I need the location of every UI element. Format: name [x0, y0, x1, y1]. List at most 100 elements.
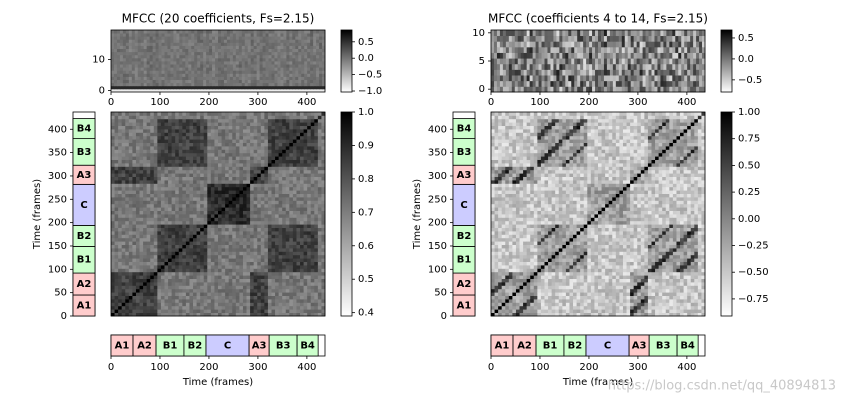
ssm-pixel [193, 194, 197, 198]
ssm-pixel [150, 231, 154, 235]
ssm-pixel [211, 204, 215, 208]
ssm-pixel [115, 279, 119, 283]
ssm-pixel [279, 262, 283, 266]
mfcc-pixel [150, 49, 153, 53]
mfcc-pixel [144, 61, 147, 65]
ssm-pixel [150, 238, 154, 242]
ssm-pixel [229, 258, 233, 262]
ssm-pixel [239, 299, 243, 303]
ssm-pixel [129, 166, 133, 170]
ssm-pixel [179, 251, 183, 255]
mfcc-pixel [289, 30, 292, 34]
ssm-pixel [118, 197, 122, 201]
mfcc-pixel [162, 67, 165, 71]
ssm-pixel [129, 299, 133, 303]
mfcc-pixel [182, 49, 185, 53]
mfcc-pixel [307, 64, 310, 68]
ssm-pixel [207, 207, 211, 211]
ssm-pixel [236, 275, 240, 279]
ssm-pixel [243, 292, 247, 296]
mfcc-pixel [266, 77, 269, 81]
ssm-pixel [204, 163, 208, 167]
ssm-pixel [268, 265, 272, 269]
ssm-pixel [282, 160, 286, 164]
ssm-pixel [229, 156, 233, 160]
mfcc-pixel [245, 80, 248, 84]
ssm-pixel [268, 122, 272, 126]
ssm-pixel [161, 234, 165, 238]
ssm-pixel [193, 122, 197, 126]
ssm-pixel [314, 272, 318, 276]
mfcc-pixel [153, 39, 156, 43]
ssm-pixel [179, 156, 183, 160]
mfcc-pixel [313, 77, 316, 81]
ssm-pixel [132, 299, 136, 303]
ssm-pixel [193, 221, 197, 225]
mfcc-pixel [283, 80, 286, 84]
mfcc-pixel [209, 61, 212, 65]
ssm-pixel [243, 268, 247, 272]
ssm-pixel [200, 265, 204, 269]
mfcc-pixel [135, 30, 138, 34]
ssm-pixel [264, 258, 268, 262]
mfcc-pixel [215, 36, 218, 40]
ssm-pixel [275, 296, 279, 300]
mfcc-pixel [126, 30, 129, 34]
ssm-pixel [179, 129, 183, 133]
ssm-pixel [165, 221, 169, 225]
mfcc-pixel [129, 73, 132, 77]
ssm-pixel [157, 112, 161, 116]
ssm-pixel [154, 129, 158, 133]
ssm-pixel [193, 217, 197, 221]
ssm-pixel [296, 275, 300, 279]
ssm-pixel [279, 166, 283, 170]
mfcc-pixel [185, 64, 188, 68]
ssm-pixel [132, 170, 136, 174]
mfcc-pixel [301, 52, 304, 56]
mfcc-pixel [209, 30, 212, 34]
mfcc-pixel [236, 73, 239, 77]
ssm-pixel [232, 302, 236, 306]
mfcc-pixel [194, 36, 197, 40]
ssm-pixel [115, 160, 119, 164]
mfcc-pixel [215, 80, 218, 84]
ssm-pixel [268, 139, 272, 143]
ssm-pixel [129, 258, 133, 262]
ssm-pixel [150, 262, 154, 266]
mfcc-pixel [319, 64, 322, 68]
ssm-pixel [165, 217, 169, 221]
ssm-pixel [286, 180, 290, 184]
mfcc-pixel [224, 67, 227, 71]
ssm-pixel [143, 279, 147, 283]
mfcc-pixel [221, 58, 224, 62]
ssm-pixel [314, 163, 318, 167]
ssm-pixel [214, 217, 218, 221]
ssm-pixel [200, 187, 204, 191]
ssm-pixel [293, 296, 297, 300]
ssm-pixel [222, 234, 226, 238]
ssm-pixel [289, 245, 293, 249]
ssm-pixel [239, 119, 243, 123]
ssm-pixel [111, 187, 115, 191]
ssm-pixel [314, 180, 318, 184]
mfcc-pixel [218, 61, 221, 65]
ssm-pixel [243, 245, 247, 249]
ssm-pixel [136, 119, 140, 123]
ssm-pixel [115, 296, 119, 300]
mfcc-pixel [212, 86, 215, 90]
ssm-pixel [279, 306, 283, 310]
ssm-pixel [214, 241, 218, 245]
ssm-pixel [247, 149, 251, 153]
mfcc-pixel [111, 61, 114, 65]
ssm-pixel [161, 143, 165, 147]
ssm-pixel [261, 160, 265, 164]
ssm-pixel [275, 126, 279, 130]
mfcc-pixel [138, 49, 141, 53]
ssm-pixel [247, 248, 251, 252]
mfcc-pixel [239, 39, 242, 43]
ssm-pixel [289, 231, 293, 235]
ssm-pixel [207, 194, 211, 198]
mfcc-pixel [283, 73, 286, 77]
ssm-pixel [214, 204, 218, 208]
mfcc-pixel [254, 70, 257, 74]
